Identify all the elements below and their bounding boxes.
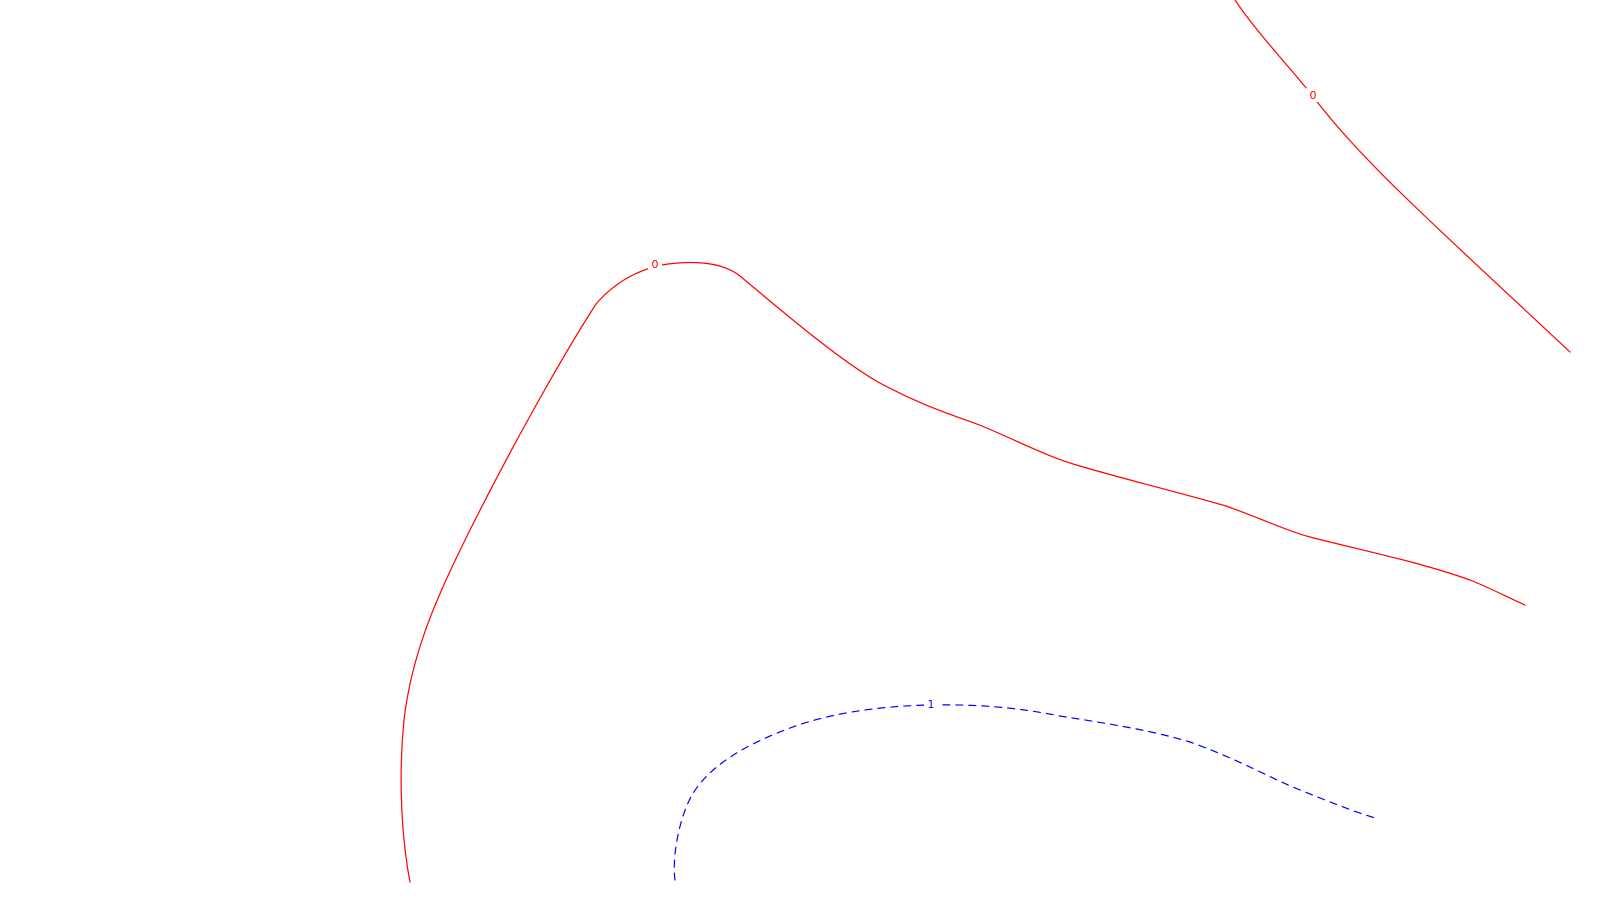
contour-label-bg-one (924, 698, 938, 712)
contour-line-zero-main (400, 261, 1526, 883)
contour-label-bg-zero-top-right (1306, 88, 1320, 102)
contour-line-zero-top-right (1234, 0, 1571, 353)
contour-line-one (673, 704, 1376, 881)
contour-label-zero-main: 0 (652, 258, 659, 271)
contour-label-bg-zero-main (648, 258, 662, 272)
contour-label-zero-top-right: 0 (1310, 89, 1317, 102)
contour-label-one: 1 (928, 698, 935, 711)
